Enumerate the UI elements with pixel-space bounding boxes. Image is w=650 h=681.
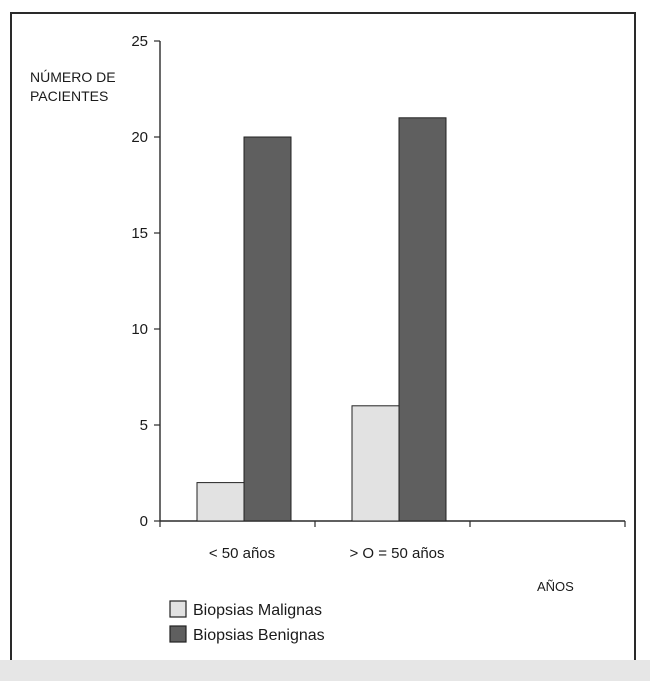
bar-benignas [398, 117, 447, 522]
x-tick-label: > O = 50 años [349, 545, 444, 562]
chart-bars [196, 117, 447, 522]
bottom-strip [0, 660, 650, 681]
y-tick-label: 10 [131, 321, 148, 338]
bar-malignas [351, 405, 400, 522]
bar-benignas [243, 136, 292, 522]
chart-x-tick-labels: < 50 años > O = 50 años [209, 545, 445, 562]
x-axis-label: AÑOS [537, 579, 574, 594]
legend: Biopsias Malignas Biopsias Benignas [169, 600, 325, 644]
x-tick-label: < 50 años [209, 545, 275, 562]
y-axis-label-line2: PACIENTES [30, 88, 108, 104]
legend-label-benignas: Biopsias Benignas [193, 627, 325, 644]
legend-label-malignas: Biopsias Malignas [193, 602, 322, 619]
y-axis-label-line1: NÚMERO DE [30, 69, 116, 85]
bar-malignas [196, 482, 245, 522]
y-tick-label: 0 [140, 513, 148, 530]
legend-swatch-malignas [169, 600, 187, 618]
chart-y-ticks: 0 5 10 15 20 25 [131, 33, 160, 530]
legend-swatch-benignas [169, 625, 187, 643]
y-tick-label: 15 [131, 225, 148, 242]
y-tick-label: 5 [140, 417, 148, 434]
y-tick-label: 25 [131, 33, 148, 50]
y-tick-label: 20 [131, 129, 148, 146]
